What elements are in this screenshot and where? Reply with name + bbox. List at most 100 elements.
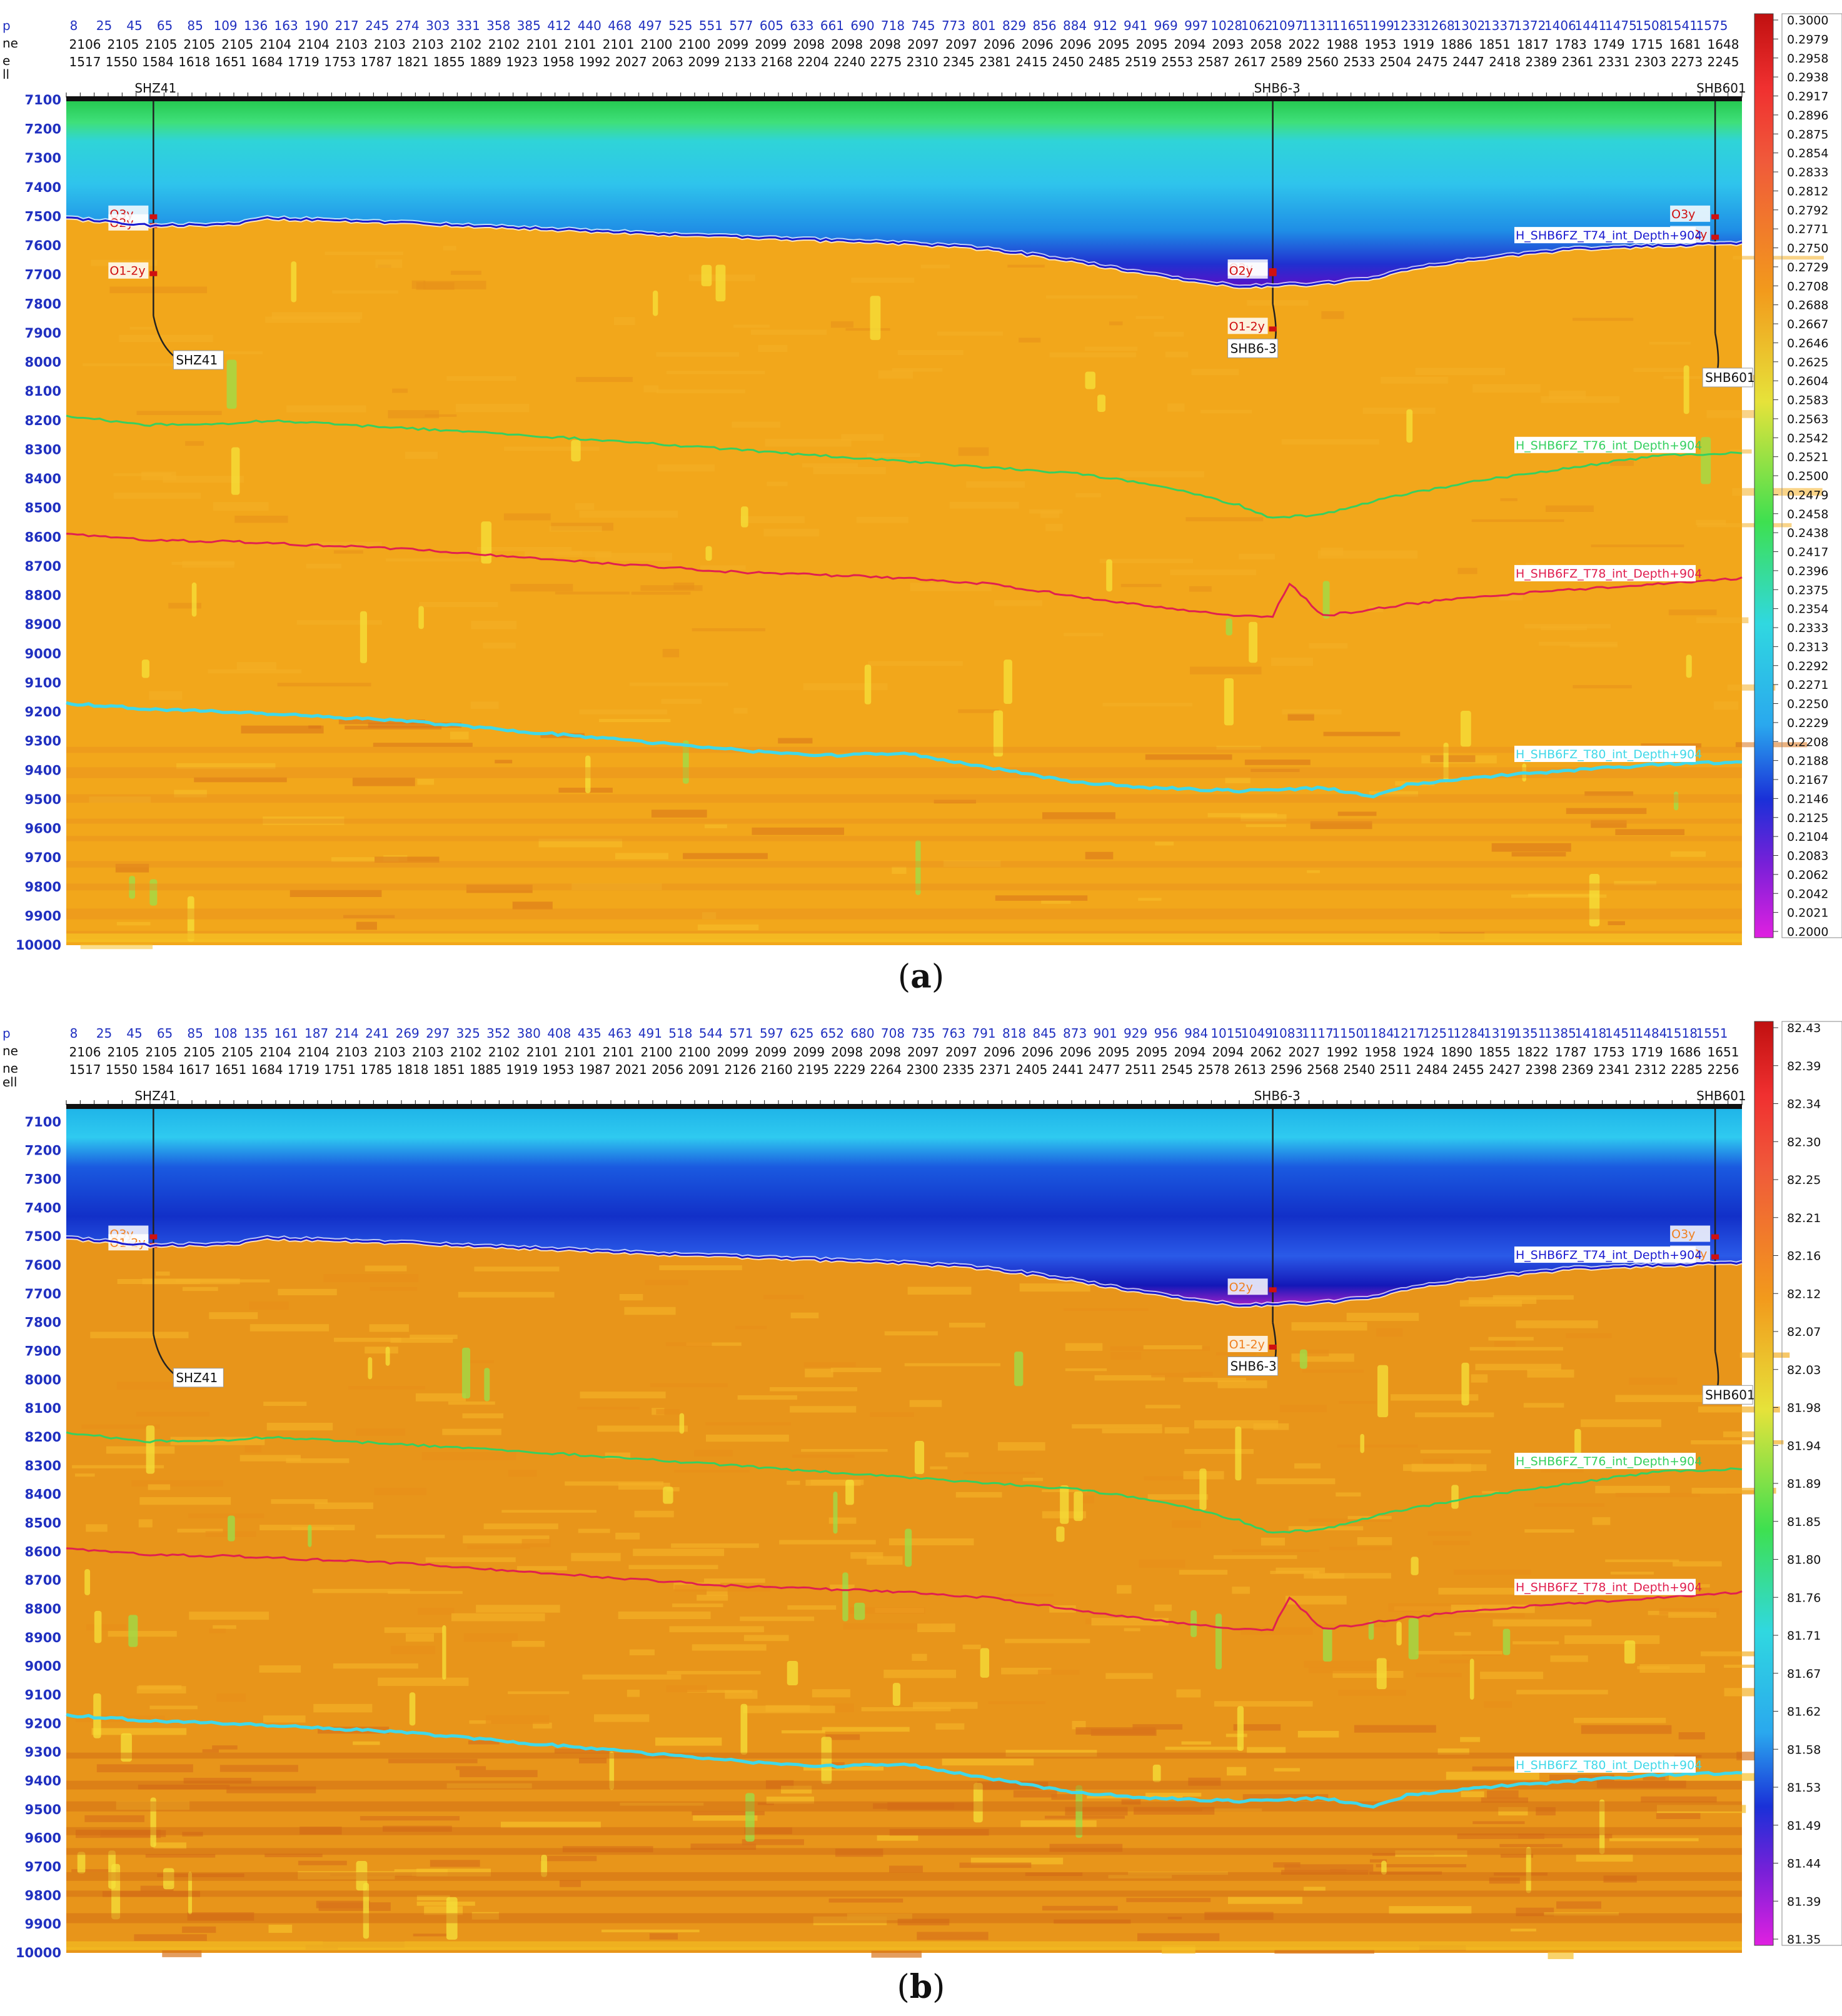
well-marker-tick [1711,214,1719,219]
colorbar-tick-label: 81.67 [1787,1667,1821,1681]
cdp-label: 680 [850,1026,874,1041]
trace-label: 2341 [1598,1062,1630,1077]
trace-label: 2369 [1562,1062,1594,1077]
line-label: 2101 [565,1045,596,1060]
trace-label: 2511 [1125,1062,1157,1077]
line-label: 2103 [412,37,444,52]
y-tick-label: 7900 [25,326,61,341]
cdp-label: 1551 [1696,1026,1728,1041]
trace-label: 1889 [470,54,501,69]
cdp-label: 690 [850,18,874,33]
line-label: 2096 [984,1045,1015,1060]
y-tick-label: 8600 [25,1544,61,1559]
colorbar-tick-label: 0.2771 [1787,223,1828,236]
colorbar-tick-label: 82.16 [1787,1250,1821,1263]
y-tick-label: 10000 [16,1945,61,1960]
colorbar-tick-label: 82.34 [1787,1098,1821,1111]
colorbar-tick-label: 81.76 [1787,1591,1821,1605]
line-label: 2096 [984,37,1015,52]
colorbar-tick-label: 81.35 [1787,1933,1821,1947]
cdp-label: 1028 [1210,18,1242,33]
y-tick-label: 7100 [25,1115,61,1130]
horizon-label: H_SHB6FZ_T80_int_Depth+904 [1516,1758,1702,1772]
line-label: 2102 [450,1045,482,1060]
cdp-label: 551 [699,18,723,33]
trace-label: 2275 [870,54,902,69]
cdp-label: 1150 [1332,1026,1364,1041]
y-tick-label: 8100 [25,384,61,399]
trace-label: 2596 [1271,1062,1302,1077]
colorbar-tick-label: 0.2958 [1787,52,1828,66]
y-tick-label: 9000 [25,1659,61,1674]
line-label: 2099 [717,37,748,52]
cdp-label: 1015 [1210,1026,1242,1041]
horizon-label: H_SHB6FZ_T74_int_Depth+904 [1516,1248,1702,1262]
cdp-label: 956 [1154,1026,1178,1041]
trace-label: 1719 [288,1062,320,1077]
well-bottom-label: SHZ41 [176,1370,218,1385]
line-label: 2097 [907,1045,939,1060]
line-label: 2058 [1250,37,1282,52]
colorbar-tick-label: 82.12 [1787,1287,1821,1301]
trace-label: 2533 [1343,54,1375,69]
colorbar-tick-label: 0.2250 [1787,698,1828,711]
trace-label: 2027 [615,54,647,69]
seismic-section-b-svg: SHZ41SHZ41O3yO1-2ySHB6-3SHB6-3O2yO1-2ySH… [0,1008,1842,1970]
cdp-label: 408 [547,1026,571,1041]
cdp-label: 829 [1002,18,1026,33]
colorbar-tick-label: 0.2292 [1787,659,1828,673]
y-tick-label: 8800 [25,588,61,603]
line-label: 1651 [1708,1045,1739,1060]
line-label: 2099 [793,1045,825,1060]
trace-label: 1751 [324,1062,356,1077]
cdp-label: 269 [396,1026,420,1041]
trace-label: 2589 [1271,54,1302,69]
horizon-label: H_SHB6FZ_T80_int_Depth+904 [1516,748,1702,761]
header-row-label: ll [3,67,9,82]
y-tick-label: 7900 [25,1344,61,1359]
trace-label: 1684 [251,54,283,69]
trace-label: 1958 [542,54,574,69]
trace-label: 1719 [288,54,320,69]
y-tick-label: 7600 [25,1258,61,1273]
cdp-label: 1475 [1605,18,1637,33]
y-tick-label: 7800 [25,296,61,311]
trace-label: 2303 [1634,54,1666,69]
colorbar [1754,1021,1773,1945]
cdp-label: 109 [213,18,237,33]
y-tick-label: 7400 [25,180,61,195]
colorbar-tick-label: 0.2479 [1787,488,1828,502]
line-label: 2100 [678,1045,710,1060]
colorbar-tick-label: 82.39 [1787,1060,1821,1073]
trace-label: 2568 [1307,1062,1339,1077]
trace-label: 2091 [688,1062,720,1077]
line-label: 1715 [1631,37,1663,52]
well-marker-label: O2y [1229,264,1253,278]
line-label: 1988 [1326,37,1358,52]
colorbar-tick-label: 0.2104 [1787,830,1828,844]
trace-label: 1953 [542,1062,574,1077]
line-label: 2094 [1212,1045,1244,1060]
cdp-label: 1165 [1332,18,1364,33]
cdp-label: 85 [187,1026,203,1041]
line-label: 2102 [488,37,520,52]
line-label: 2098 [793,37,825,52]
y-tick-label: 8000 [25,355,61,370]
line-label: 2105 [145,37,177,52]
caption-a-letter: a [910,958,932,996]
colorbar-tick-label: 0.2208 [1787,735,1828,749]
trace-label: 2256 [1708,1062,1739,1077]
line-label: 2097 [907,37,939,52]
colorbar-tick-label: 0.2583 [1787,394,1828,408]
trace-label: 2475 [1416,54,1448,69]
cdp-label: 1131 [1302,18,1334,33]
cdp-label: 1184 [1362,1026,1394,1041]
horizon-label: H_SHB6FZ_T74_int_Depth+904 [1516,229,1702,243]
line-label: 1851 [1479,37,1511,52]
trace-label: 2195 [797,1062,829,1077]
header-row-label: ne [3,1061,18,1076]
colorbar-tick-label: 81.71 [1787,1629,1821,1643]
colorbar-tick-label: 0.2042 [1787,887,1828,901]
y-tick-label: 8600 [25,529,61,544]
line-label: 2106 [69,37,101,52]
